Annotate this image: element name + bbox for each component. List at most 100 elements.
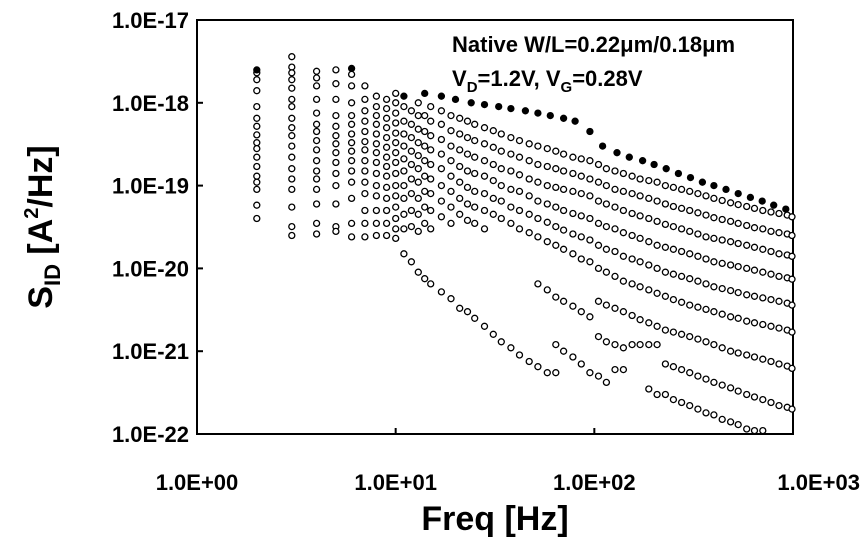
data-point	[750, 266, 759, 274]
data-point	[750, 426, 759, 435]
data-point	[759, 355, 767, 363]
data-point	[515, 153, 524, 161]
data-point	[743, 425, 751, 433]
data-point	[407, 258, 416, 266]
data-point	[750, 353, 759, 361]
data-point	[463, 117, 472, 125]
data-point	[782, 205, 790, 213]
data-point	[674, 169, 683, 178]
data-point	[788, 213, 796, 221]
data-point	[507, 185, 515, 194]
data-point	[480, 157, 489, 165]
x-tick-label: 1.0E+01	[354, 470, 437, 495]
data-point	[372, 130, 381, 138]
data-point	[372, 149, 381, 157]
data-point	[471, 203, 479, 211]
data-point	[767, 227, 775, 236]
data-point	[347, 157, 356, 165]
data-point	[480, 225, 489, 233]
data-point	[312, 175, 321, 183]
data-point	[382, 133, 391, 142]
data-point	[718, 259, 726, 268]
data-point	[525, 157, 533, 165]
data-point	[702, 375, 710, 383]
open-circle-series	[253, 53, 796, 435]
y-tick-label: 1.0E-21	[112, 339, 189, 364]
data-point	[770, 201, 778, 209]
data-point	[347, 194, 356, 203]
data-point	[288, 231, 296, 240]
data-point	[361, 178, 369, 186]
data-point	[619, 344, 628, 352]
data-point	[515, 225, 524, 233]
data-point	[686, 369, 694, 377]
data-point	[332, 169, 340, 178]
data-point	[669, 183, 678, 192]
data-point	[743, 351, 751, 359]
data-point	[332, 111, 340, 120]
data-point	[788, 301, 796, 309]
data-point	[471, 136, 479, 145]
data-point	[743, 202, 751, 211]
data-point	[372, 169, 381, 178]
data-point	[414, 194, 422, 203]
data-point	[759, 245, 767, 253]
data-point	[710, 234, 718, 243]
data-point	[718, 284, 726, 293]
data-point	[552, 340, 560, 349]
data-point	[288, 76, 296, 84]
data-point	[702, 409, 710, 417]
data-point	[559, 347, 568, 355]
plot-area	[196, 19, 794, 435]
x-tick-label: 1.0E+02	[553, 470, 636, 495]
data-point	[414, 99, 422, 107]
data-point	[734, 239, 742, 248]
data-point	[734, 387, 742, 395]
annotation-line-1: Native W/L=0.22μm/0.18μm	[452, 32, 735, 57]
data-point	[372, 231, 381, 240]
data-point	[710, 340, 718, 349]
data-point	[382, 114, 391, 122]
data-point	[559, 226, 568, 234]
data-point	[400, 181, 408, 190]
data-point	[767, 357, 775, 366]
data-point	[645, 194, 653, 203]
data-point	[653, 322, 661, 330]
data-point	[515, 136, 524, 145]
data-point	[400, 142, 408, 150]
data-point	[312, 200, 321, 208]
data-point	[686, 206, 694, 215]
data-point	[400, 155, 408, 163]
data-point	[636, 192, 644, 200]
data-point	[480, 100, 489, 109]
data-point	[661, 181, 670, 190]
data-point	[407, 206, 416, 215]
data-point	[463, 308, 472, 316]
data-point	[577, 360, 585, 368]
data-point	[427, 160, 435, 169]
data-point	[489, 330, 497, 338]
data-point	[497, 130, 505, 138]
data-point	[636, 234, 644, 243]
data-point	[392, 139, 400, 147]
data-point	[288, 185, 296, 194]
data-point	[372, 92, 381, 100]
data-point	[253, 153, 261, 161]
data-point	[767, 295, 775, 304]
data-point	[686, 301, 694, 309]
data-point	[407, 133, 416, 142]
data-point	[312, 120, 321, 128]
data-point	[382, 104, 391, 113]
data-point	[661, 326, 670, 334]
data-point	[677, 330, 686, 338]
data-point	[559, 150, 568, 158]
data-point	[361, 146, 369, 154]
data-point	[414, 165, 422, 173]
data-point	[447, 111, 455, 120]
data-point	[602, 378, 611, 387]
data-point	[421, 275, 429, 283]
y-axis-label: SID [A2/Hz]	[21, 145, 65, 308]
data-point	[372, 219, 381, 228]
data-point	[759, 294, 767, 302]
